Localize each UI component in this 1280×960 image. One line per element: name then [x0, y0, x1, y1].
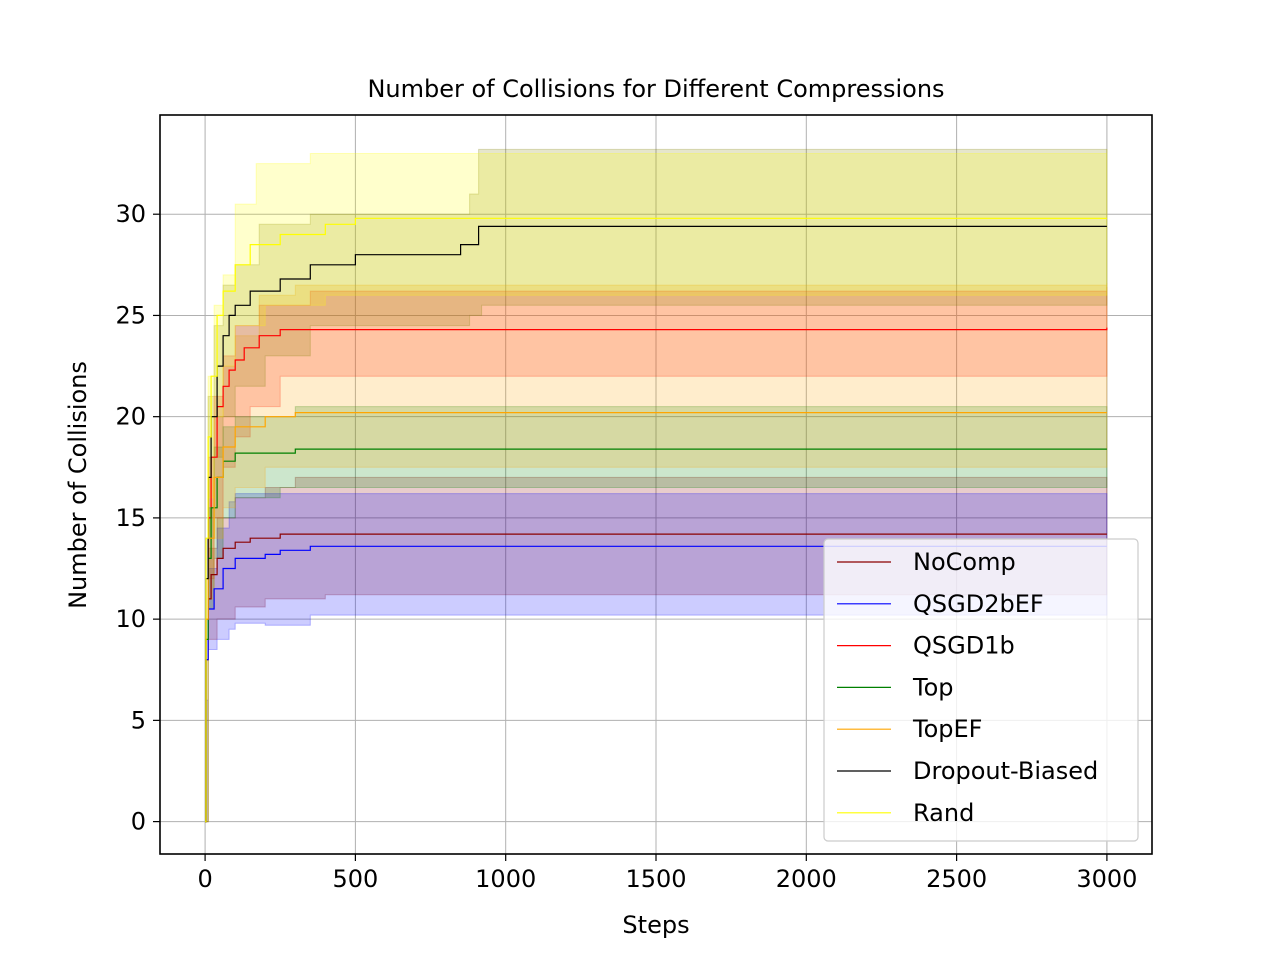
legend-label: QSGD1b [913, 632, 1015, 660]
x-axis-label: Steps [622, 911, 689, 939]
legend-label: NoComp [913, 548, 1016, 576]
y-tick-label: 25 [115, 301, 146, 329]
band-rand [205, 149, 1108, 823]
y-tick-label: 10 [115, 605, 146, 633]
legend-label: Top [912, 673, 954, 701]
y-tick-label: 5 [131, 706, 146, 734]
y-axis: 0 5 10 15 20 25 30 [115, 200, 160, 836]
x-tick-label: 3000 [1076, 865, 1137, 893]
line-qsgd2bef [205, 545, 1107, 823]
legend-box [823, 538, 1139, 842]
line-topef [205, 412, 1107, 823]
legend-label: TopEF [912, 715, 982, 743]
line-top [205, 448, 1107, 823]
line-rand [205, 217, 1107, 823]
x-tick-label: 1000 [475, 865, 536, 893]
x-tick-label: 2000 [776, 865, 837, 893]
band-topef [205, 283, 1108, 823]
legend: NoComp QSGD2bEF QSGD1b Top TopEF Dropout-Bias… [823, 538, 1139, 842]
x-tick-label: 1500 [625, 865, 686, 893]
x-tick-label: 2500 [926, 865, 987, 893]
series-lines [205, 217, 1108, 823]
band-dropout-biased [205, 148, 1108, 823]
y-tick-label: 30 [115, 200, 146, 228]
y-tick-label: 15 [115, 504, 146, 532]
y-tick-label: 20 [115, 403, 146, 431]
y-tick-label: 0 [131, 808, 146, 836]
legend-label: QSGD2bEF [913, 590, 1044, 618]
x-tick-label: 500 [332, 865, 378, 893]
chart-title: Number of Collisions for Different Compr… [367, 75, 944, 103]
line-dropout-biased [205, 225, 1107, 823]
x-axis: 0 500 1000 1500 2000 2500 3000 [197, 854, 1137, 893]
y-axis-label: Number of Collisions [64, 361, 92, 609]
x-tick-label: 0 [197, 865, 212, 893]
legend-label: Rand [913, 799, 974, 827]
legend-label: Dropout-Biased [913, 757, 1098, 785]
